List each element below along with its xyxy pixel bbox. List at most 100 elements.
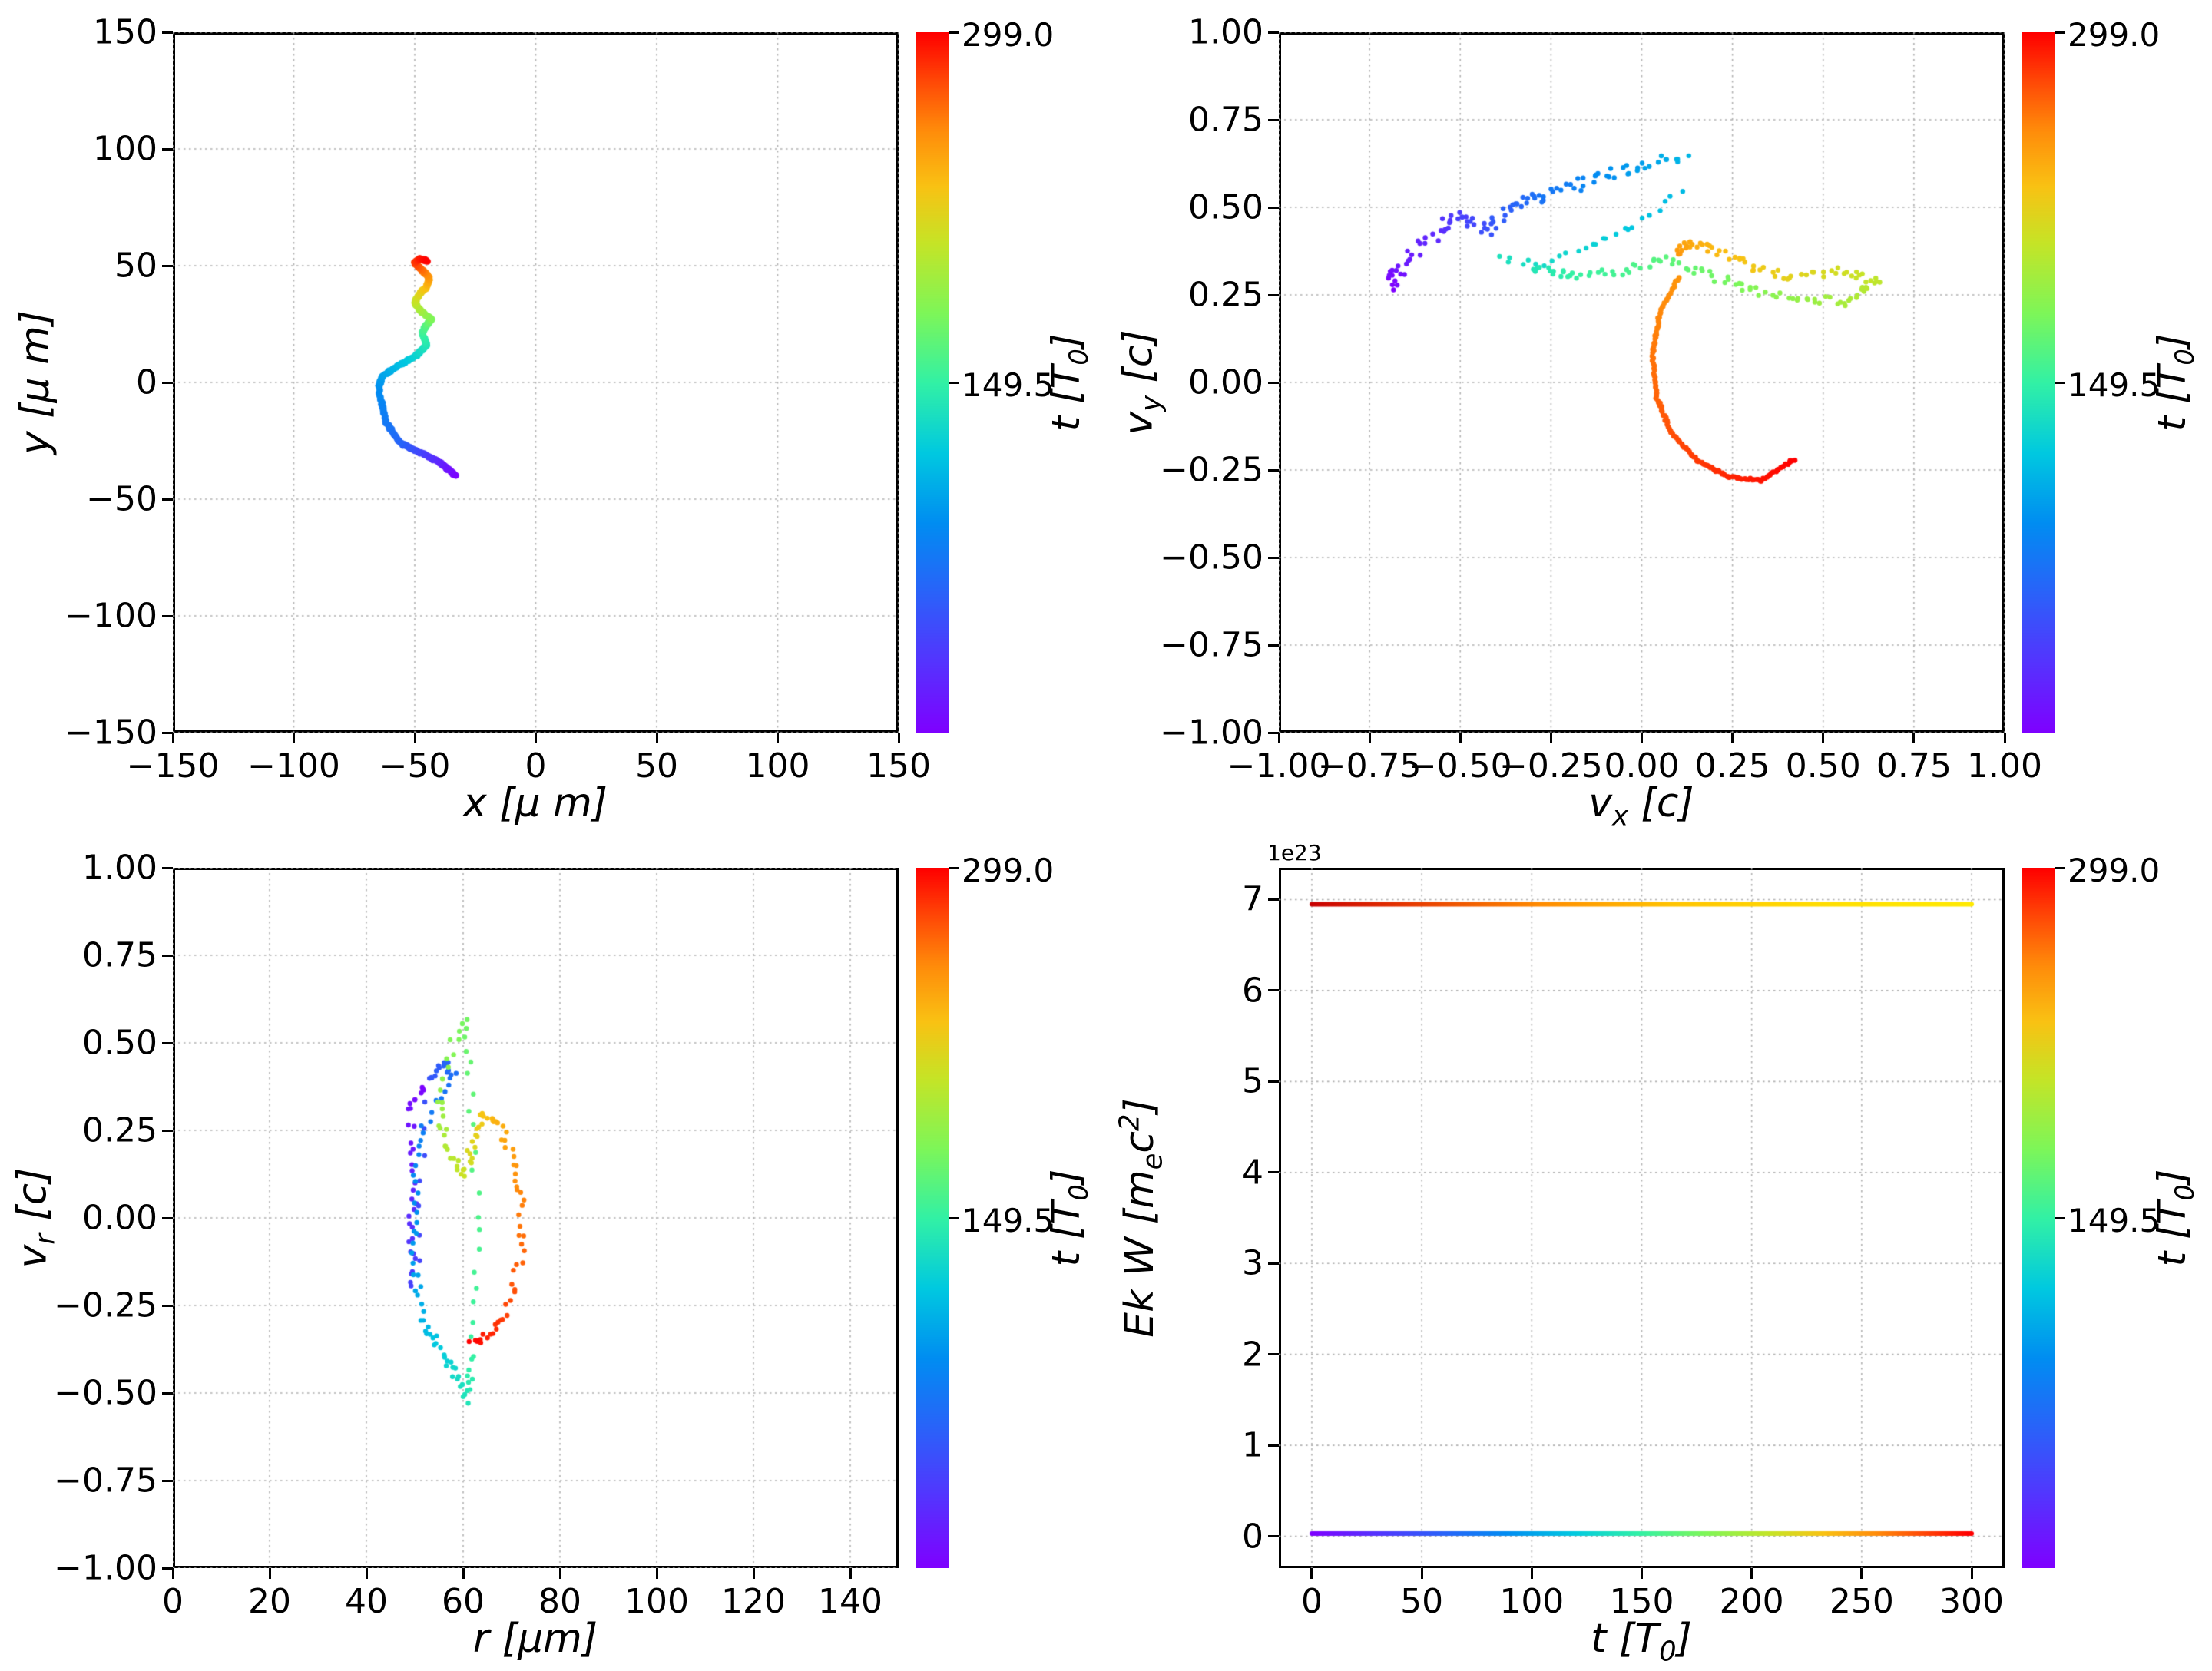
colorbar-max-tick xyxy=(949,866,959,869)
x-tick-mark xyxy=(171,733,174,743)
colorbar-axis-label: t [T0] xyxy=(1044,333,1094,432)
x-tick-mark xyxy=(1277,733,1280,743)
y-tick-label: 0 xyxy=(1242,1517,1263,1557)
y-tick-label: 0.75 xyxy=(82,935,157,975)
colorbar-axis-label: t [T0] xyxy=(1044,1169,1094,1267)
y-tick-mark xyxy=(1268,898,1279,901)
x-tick-mark xyxy=(1641,1568,1643,1579)
x-tick-mark xyxy=(1310,1568,1313,1579)
y-tick-label: 0.75 xyxy=(1188,100,1263,140)
y-tick-label: −1.00 xyxy=(1160,713,1263,753)
y-tick-label: 1.00 xyxy=(82,848,157,888)
x-tick-mark xyxy=(655,733,658,743)
y-tick-label: 4 xyxy=(1242,1153,1263,1193)
y-axis-label: y [μ m] xyxy=(12,309,58,455)
x-tick-label: 20 xyxy=(248,1582,291,1621)
x-tick-mark xyxy=(1530,1568,1533,1579)
x-tick-mark xyxy=(1912,733,1916,743)
y-tick-mark xyxy=(162,498,173,501)
y-tick-label: −150 xyxy=(65,713,157,753)
y-tick-label: −0.25 xyxy=(54,1286,157,1325)
x-tick-mark xyxy=(535,733,537,743)
x-tick-mark xyxy=(365,1568,368,1579)
colorbar-gradient xyxy=(2022,32,2055,733)
x-tick-label: 80 xyxy=(538,1582,581,1621)
y-tick-mark xyxy=(1268,381,1279,384)
x-tick-mark xyxy=(1641,733,1643,743)
y-axis-label: vr [c] xyxy=(9,1167,61,1269)
y-tick-label: 5 xyxy=(1242,1061,1263,1101)
y-tick-mark xyxy=(162,1129,173,1132)
x-tick-mark xyxy=(413,733,416,743)
y-axis-label: Ek W [mec2] xyxy=(1114,1098,1169,1338)
y-tick-mark xyxy=(1268,989,1279,992)
x-tick-label: 0 xyxy=(162,1582,184,1621)
y-tick-label: 0.25 xyxy=(1188,275,1263,315)
x-tick-label: 0.25 xyxy=(1694,746,1770,786)
y-tick-label: −0.50 xyxy=(54,1373,157,1413)
y-tick-mark xyxy=(162,1567,173,1570)
colorbar-mid-label: 149.5 xyxy=(2068,366,2161,404)
y-tick-label: 1.00 xyxy=(1188,12,1263,52)
x-tick-label: −150 xyxy=(126,746,220,786)
x-tick-label: 100 xyxy=(624,1582,689,1621)
axis-offset-text: 1e23 xyxy=(1267,840,1322,865)
x-tick-label: 100 xyxy=(1499,1582,1565,1621)
x-tick-label: 150 xyxy=(1609,1582,1674,1621)
y-tick-label: 1 xyxy=(1242,1425,1263,1465)
x-tick-label: 1.00 xyxy=(1967,746,2042,786)
y-axis-label: vy [c] xyxy=(1115,329,1167,435)
x-tick-mark xyxy=(849,1568,852,1579)
colorbar-gradient xyxy=(2022,868,2055,1568)
colorbar-max-label: 299.0 xyxy=(962,852,1055,889)
colorbar-max-tick xyxy=(949,31,959,34)
x-tick-label: 0 xyxy=(1300,1582,1323,1621)
x-tick-label: −1.00 xyxy=(1227,746,1331,786)
y-tick-label: 7 xyxy=(1242,879,1263,919)
x-axis-label: vx [c] xyxy=(1588,780,1694,832)
y-tick-mark xyxy=(1268,293,1279,296)
y-tick-label: 0 xyxy=(136,362,157,402)
plot-canvas xyxy=(173,868,899,1568)
y-tick-mark xyxy=(162,614,173,617)
x-tick-mark xyxy=(1420,1568,1423,1579)
x-tick-mark xyxy=(558,1568,561,1579)
y-tick-mark xyxy=(162,147,173,151)
x-tick-mark xyxy=(1368,733,1371,743)
x-tick-mark xyxy=(171,1568,174,1579)
x-tick-mark xyxy=(1860,1568,1863,1579)
y-tick-label: −0.75 xyxy=(1160,625,1263,665)
x-tick-mark xyxy=(1970,1568,1973,1579)
y-tick-mark xyxy=(1268,1080,1279,1083)
colorbar-mid-tick xyxy=(2055,1216,2065,1219)
x-axis-label: t [T0] xyxy=(1591,1616,1692,1668)
colorbar-mid-label: 149.5 xyxy=(962,366,1055,404)
y-tick-mark xyxy=(1268,118,1279,121)
y-tick-label: 6 xyxy=(1242,971,1263,1011)
x-tick-mark xyxy=(655,1568,658,1579)
x-tick-label: 300 xyxy=(1939,1582,2005,1621)
x-tick-label: −0.25 xyxy=(1498,746,1603,786)
colorbar-mid-label: 149.5 xyxy=(962,1202,1055,1239)
colorbar-mid-tick xyxy=(949,1216,959,1219)
y-tick-mark xyxy=(162,1391,173,1395)
y-tick-label: −50 xyxy=(86,479,157,519)
x-tick-mark xyxy=(1731,733,1734,743)
plot-canvas xyxy=(173,32,899,733)
x-tick-label: 0 xyxy=(525,746,547,786)
x-tick-label: −0.75 xyxy=(1317,746,1422,786)
x-tick-label: 60 xyxy=(442,1582,485,1621)
colorbar-max-label: 299.0 xyxy=(2068,852,2161,889)
x-axis-label: r [μm] xyxy=(472,1616,598,1662)
y-tick-label: −100 xyxy=(65,596,157,636)
colorbar-max-label: 299.0 xyxy=(962,16,1055,54)
y-tick-mark xyxy=(1268,1353,1279,1356)
y-tick-mark xyxy=(162,954,173,957)
y-tick-label: 3 xyxy=(1242,1243,1263,1283)
colorbar-mid-tick xyxy=(2055,381,2065,384)
y-tick-label: −0.25 xyxy=(1160,450,1263,490)
subplot-energy-vs-time: t [T0] Ek W [mec2] 1e23 299.0 149.5 t [T… xyxy=(1106,836,2212,1671)
x-tick-label: 120 xyxy=(721,1582,786,1621)
y-tick-mark xyxy=(162,731,173,734)
